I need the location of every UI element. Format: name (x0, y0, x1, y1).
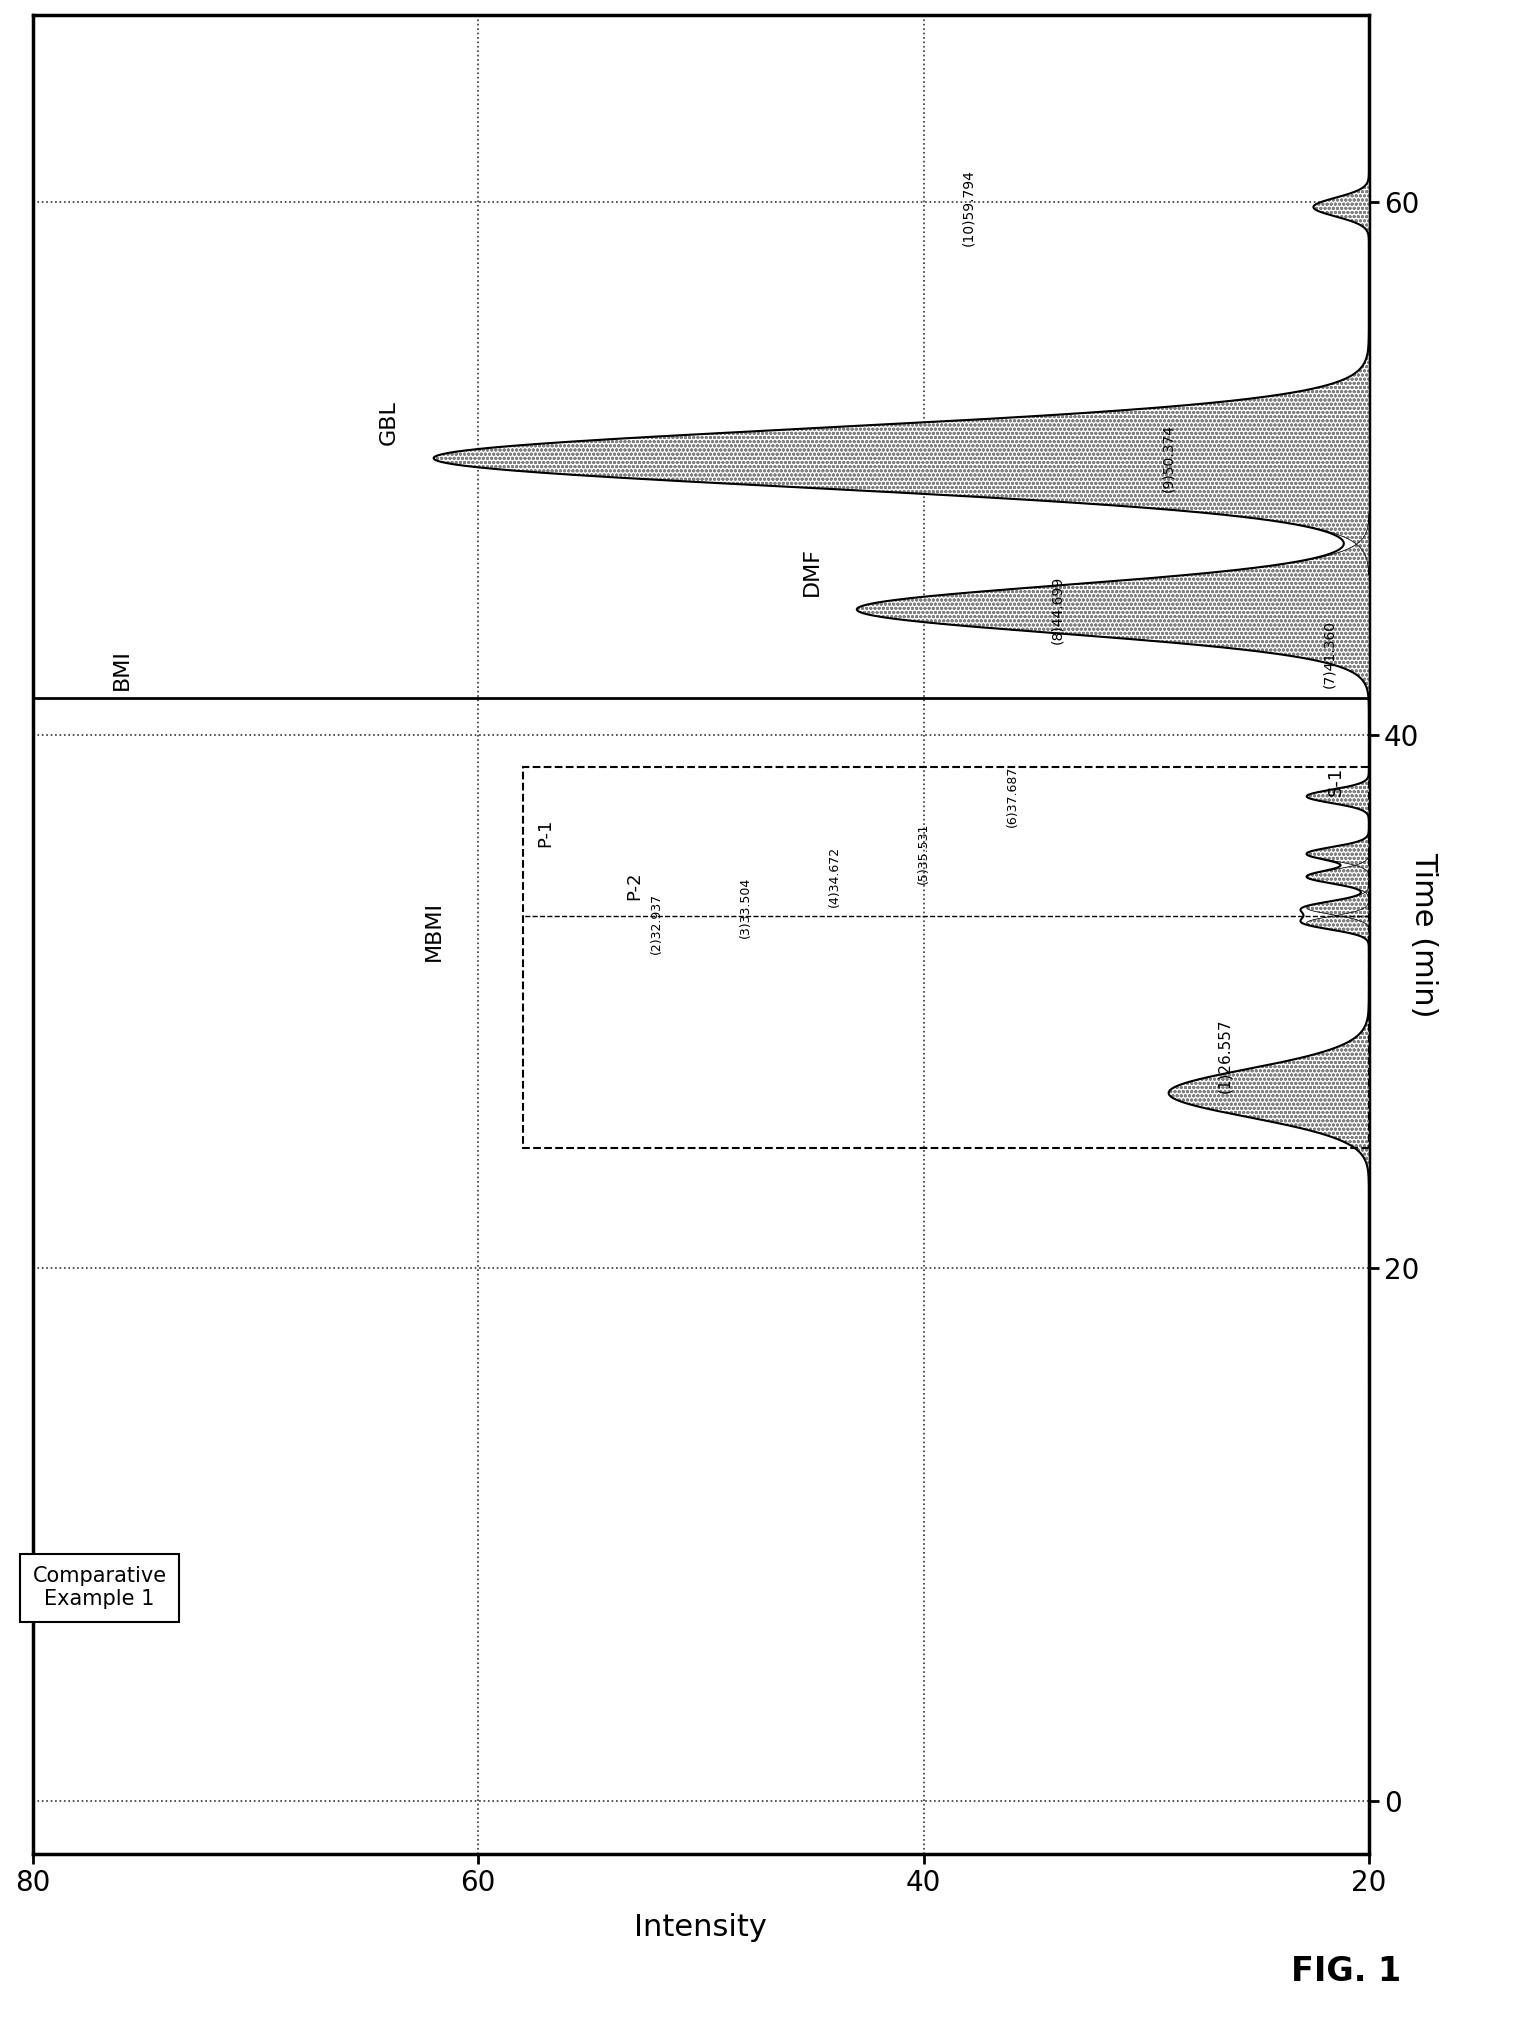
Text: (6)37.687: (6)37.687 (1007, 767, 1019, 828)
Text: (8)44.699: (8)44.699 (1050, 575, 1065, 644)
Text: BMI: BMI (112, 650, 132, 691)
Text: Comparative
Example 1: Comparative Example 1 (32, 1566, 167, 1609)
Text: (2)32.937: (2)32.937 (650, 893, 662, 954)
Text: (9)50.374: (9)50.374 (1161, 424, 1175, 491)
Text: FIG. 1: FIG. 1 (1291, 1955, 1401, 1988)
Text: (10)59.794: (10)59.794 (961, 169, 975, 245)
Text: P-1: P-1 (536, 818, 554, 846)
Text: (3)33.504: (3)33.504 (739, 877, 751, 938)
Text: S-1: S-1 (1327, 767, 1345, 797)
Text: (7)41.360: (7)41.360 (1322, 620, 1336, 687)
Text: DMF: DMF (802, 546, 822, 595)
Text: (4)34.672: (4)34.672 (828, 846, 842, 907)
Text: MBMI: MBMI (424, 901, 444, 960)
X-axis label: Intensity: Intensity (635, 1913, 768, 1943)
Text: GBL: GBL (379, 400, 399, 445)
Bar (523, 767, 1369, 1148)
Text: (5)35.531: (5)35.531 (916, 824, 930, 885)
Text: P-2: P-2 (626, 871, 643, 899)
Text: (1)26.557: (1)26.557 (1216, 1020, 1232, 1093)
Y-axis label: Time (min): Time (min) (1409, 852, 1438, 1017)
